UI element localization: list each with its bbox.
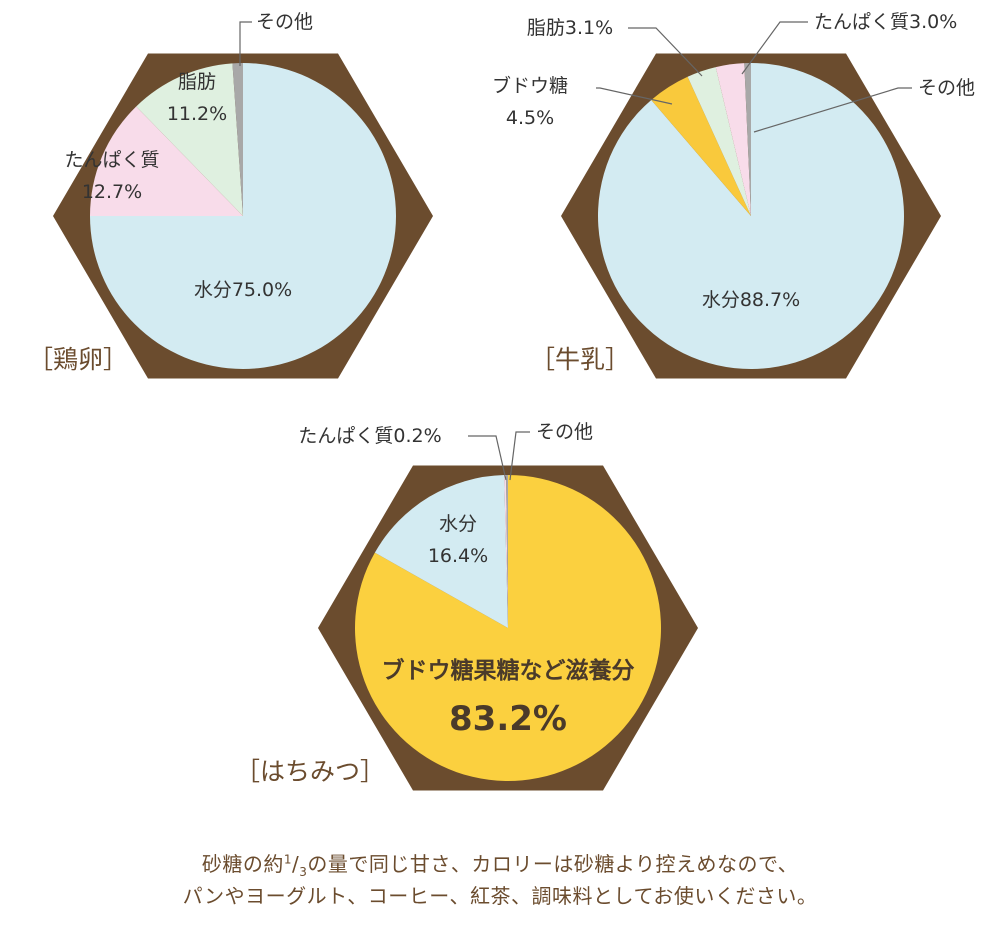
pie-slice-sugar [354, 475, 661, 781]
milk-protein-leader [741, 21, 808, 75]
caption-line-2: パンやヨーグルト、コーヒー、紅茶、調味料としてお使いください。 [182, 884, 818, 908]
egg-protein-label: たんぱく質 [64, 149, 159, 171]
egg-other-leader [239, 21, 252, 66]
honey-sugar-label: ブドウ糖果糖など滋養分 [382, 657, 635, 684]
milk-pie-chart: 水分88.7% ブドウ糖 4.5% 脂肪3.1% たんぱく質3.0% その他 ［牛乳］ [492, 11, 975, 379]
milk-fat-label: 脂肪3.1% [527, 17, 613, 39]
caption-line-1: 砂糖の約1/3の量で同じ甘さ、カロリーは砂糖より控えめなので、 [0, 848, 1000, 879]
honey-water-label: 水分 [439, 513, 477, 535]
honey-other-leader [509, 431, 530, 481]
pie-slice-fat [136, 63, 243, 216]
milk-fat-leader [628, 27, 703, 77]
honey-protein-leader [468, 435, 507, 481]
caption-fraction-denominator: 3 [299, 865, 308, 879]
pie-slice-other [744, 63, 751, 216]
honey-sugar-value: 83.2% [449, 699, 567, 739]
honey-pie-chart: 水分 16.4% ブドウ糖果糖など滋養分 83.2% たんぱく質0.2% その他 ［はちみつ… [235, 421, 698, 791]
pie-slice-other [232, 63, 243, 216]
honey-chart-title: ［はちみつ］ [235, 757, 385, 786]
milk-other-leader [753, 87, 912, 133]
egg-water-label: 水分75.0% [194, 279, 292, 301]
caption-line-1-suffix: の量で同じ甘さ、カロリーは砂糖より控えめなので、 [307, 852, 799, 876]
milk-water-label: 水分88.7% [702, 289, 800, 311]
egg-fat-label: 脂肪 [178, 71, 216, 93]
egg-pie-chart: 水分75.0% たんぱく質 12.7% 脂肪 11.2% その他 ［鶏卵］ [28, 11, 433, 379]
pie-slice-protein [90, 106, 243, 216]
pie-slice-protein [504, 475, 508, 628]
egg-chart-title: ［鶏卵］ [28, 345, 128, 374]
honey-protein-label: たんぱく質0.2% [298, 425, 441, 447]
milk-glucose-value: 4.5% [506, 107, 554, 129]
caption-line-1-prefix: 砂糖の約 [201, 852, 284, 876]
caption-fraction-numerator: 1 [283, 852, 292, 867]
caption-fraction-slash: / [291, 852, 300, 876]
milk-glucose-label: ブドウ糖 [492, 74, 568, 97]
egg-protein-value: 12.7% [82, 181, 142, 203]
pie-slice-water [374, 475, 508, 628]
milk-chart-title: ［牛乳］ [530, 345, 630, 374]
egg-fat-value: 11.2% [167, 103, 227, 125]
honey-water-value: 16.4% [428, 545, 488, 567]
egg-other-label: その他 [256, 11, 313, 33]
milk-other-label: その他 [918, 77, 975, 99]
milk-glucose-leader [596, 87, 673, 105]
pie-slice-other [506, 475, 508, 628]
milk-protein-label: たんぱく質3.0% [814, 11, 957, 33]
pie-slice-protein [715, 63, 751, 216]
pie-slice-fat [687, 67, 751, 216]
honey-other-label: その他 [536, 421, 593, 443]
pie-slice-glucose [651, 76, 751, 216]
